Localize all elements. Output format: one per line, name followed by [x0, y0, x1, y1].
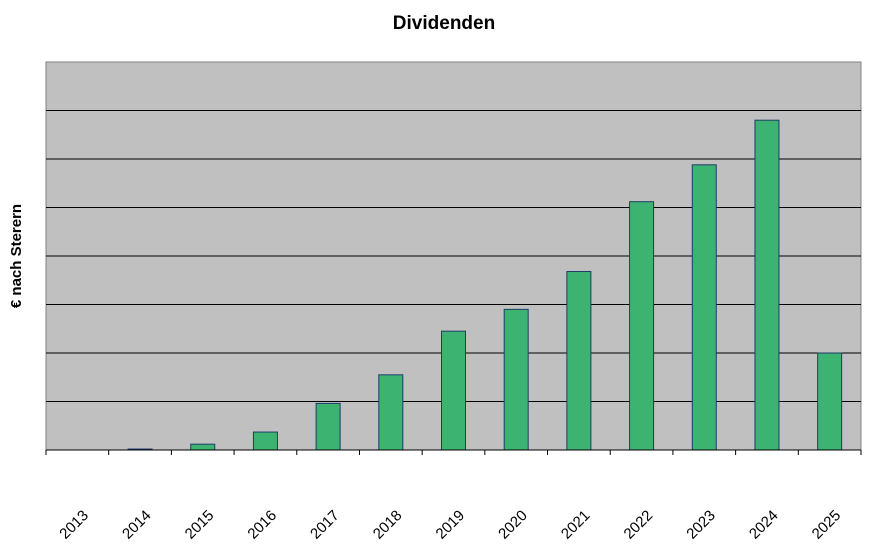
bars — [127, 119, 843, 451]
y-axis-label: € nach Sterern — [8, 204, 25, 308]
bar-2022 — [629, 201, 655, 451]
bar-2023 — [691, 164, 717, 451]
x-tick-label-2025: 2025 — [809, 507, 845, 543]
x-tick-label-2018: 2018 — [370, 507, 406, 543]
x-tick-label-2014: 2014 — [119, 507, 155, 543]
x-tick-label-2016: 2016 — [244, 507, 280, 543]
bar-2020 — [503, 308, 529, 451]
bar-2024 — [754, 119, 780, 451]
x-tick-label-2020: 2020 — [495, 507, 531, 543]
gridlines — [46, 110, 861, 402]
bar-2021 — [566, 271, 592, 451]
bar-2015 — [190, 443, 216, 451]
x-tick-label-2022: 2022 — [621, 507, 657, 543]
x-tick-label-2021: 2021 — [558, 507, 594, 543]
x-tick-label-2015: 2015 — [182, 507, 218, 543]
x-tick-label-2013: 2013 — [56, 507, 92, 543]
x-tick-label-2024: 2024 — [746, 507, 782, 543]
chart-title: Dividenden — [393, 13, 495, 34]
x-tick-labels: 2013 2014 2015 2016 2017 2018 2019 2020 2021 2022… — [56, 507, 844, 543]
x-tick-label-2019: 2019 — [433, 507, 469, 543]
x-tick-label-2023: 2023 — [683, 507, 719, 543]
x-axis — [45, 449, 862, 455]
bar-2017 — [315, 402, 341, 451]
x-tick-label-2017: 2017 — [307, 507, 343, 543]
bar-2016 — [252, 431, 278, 451]
bar-2019 — [441, 330, 466, 451]
bar-2025 — [817, 352, 843, 451]
bar-2018 — [378, 374, 404, 451]
